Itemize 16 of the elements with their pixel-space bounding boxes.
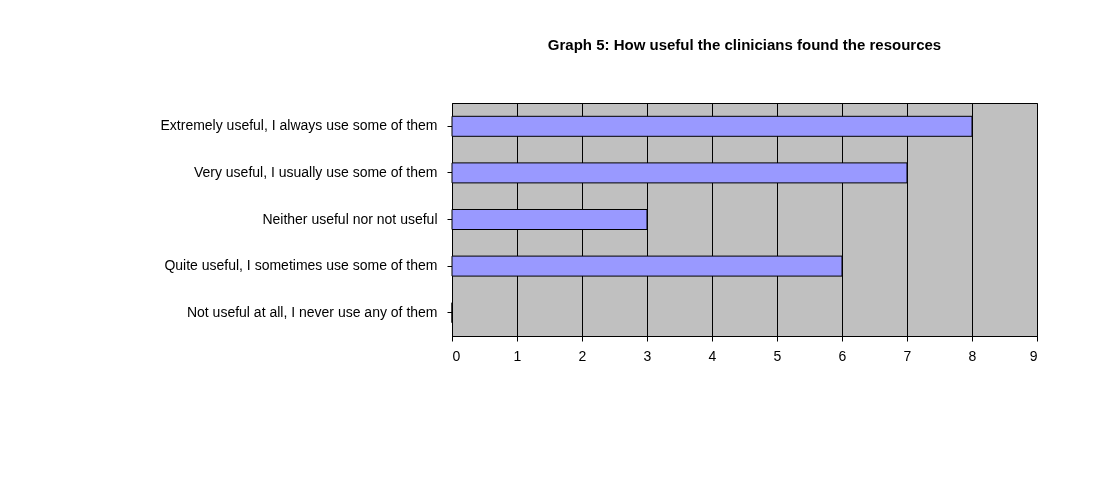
x-tick-label: 7 <box>903 347 912 364</box>
x-tick-label: 1 <box>513 347 522 364</box>
x-tick-label: 0 <box>452 347 461 364</box>
y-tick-label: Not useful at all, I never use any of them <box>186 303 438 320</box>
x-tick-label: 9 <box>1029 347 1038 364</box>
x-tick-label: 3 <box>643 347 652 364</box>
x-tick-label: 5 <box>773 347 782 364</box>
chart-title: Graph 5: How useful the clinicians found the resources <box>547 36 942 53</box>
x-tick-label: 8 <box>968 347 977 364</box>
y-tick-label: Neither useful nor not useful <box>262 210 438 227</box>
y-tick-label: Quite useful, I sometimes use some of them <box>164 257 438 274</box>
x-tick-label: 4 <box>708 347 717 364</box>
x-tick-label: 6 <box>838 347 847 364</box>
y-tick-label: Very useful, I usually use some of them <box>193 163 438 180</box>
x-tick-label: 2 <box>578 347 587 364</box>
y-tick-label: Extremely useful, I always use some of them <box>160 117 438 134</box>
